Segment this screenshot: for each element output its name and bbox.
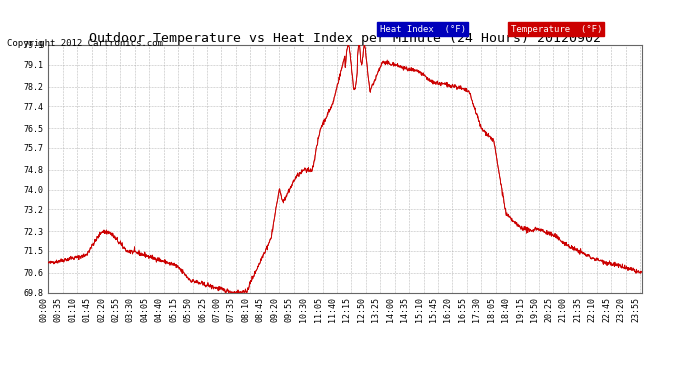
- Text: Heat Index  (°F): Heat Index (°F): [380, 25, 466, 34]
- Text: Temperature  (°F): Temperature (°F): [511, 25, 602, 34]
- Title: Outdoor Temperature vs Heat Index per Minute (24 Hours) 20120902: Outdoor Temperature vs Heat Index per Mi…: [89, 32, 601, 45]
- Text: Copyright 2012 Cartronics.com: Copyright 2012 Cartronics.com: [7, 39, 163, 48]
